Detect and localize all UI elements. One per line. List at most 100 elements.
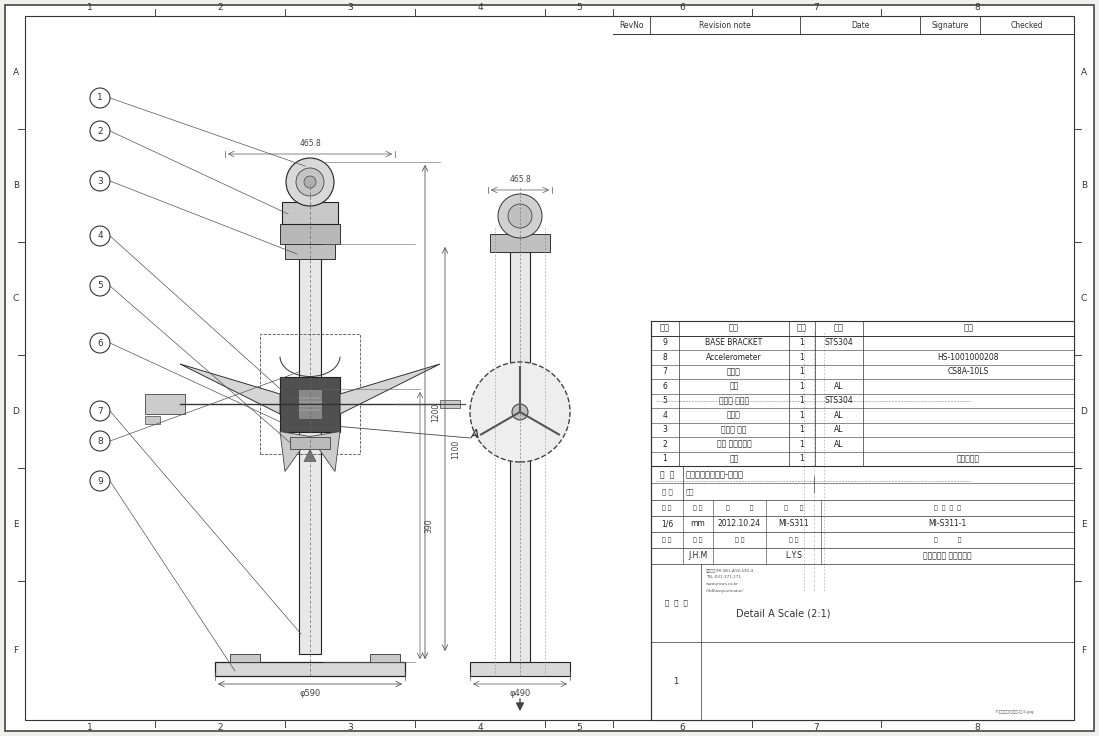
Text: Detail A Scale (2:1): Detail A Scale (2:1) [736, 608, 831, 618]
Bar [510, 252, 530, 662]
Text: AL: AL [834, 425, 844, 434]
Text: 2: 2 [218, 4, 223, 13]
Text: 1: 1 [800, 439, 804, 449]
Text: 7: 7 [813, 4, 820, 13]
Polygon shape [835, 481, 951, 586]
Text: 3: 3 [97, 177, 103, 185]
Text: 7: 7 [663, 367, 667, 376]
Text: 8: 8 [975, 723, 980, 732]
Text: 재질: 재질 [834, 324, 844, 333]
Text: 6: 6 [679, 4, 686, 13]
Text: 1: 1 [674, 676, 678, 685]
Text: 제품번호:MI-SB1-A18-430-4: 제품번호:MI-SB1-A18-430-4 [706, 568, 754, 572]
Bar [299, 244, 321, 654]
Text: 인하대학교 조선공학과: 인하대학교 조선공학과 [923, 551, 972, 561]
Polygon shape [180, 364, 280, 414]
Circle shape [90, 88, 110, 108]
Text: Accelerometer: Accelerometer [707, 353, 762, 362]
Text: 로드셀 브라켓: 로드셀 브라켓 [719, 396, 750, 406]
Text: STS304: STS304 [824, 396, 854, 406]
Text: 5: 5 [663, 396, 667, 406]
Text: φ590: φ590 [299, 690, 321, 698]
Text: 1100: 1100 [451, 439, 460, 459]
Text: 2012.10.24: 2012.10.24 [718, 520, 762, 528]
Text: 1/6: 1/6 [660, 520, 673, 528]
Text: Checked: Checked [1011, 21, 1043, 29]
Text: 1: 1 [800, 454, 804, 463]
Circle shape [90, 401, 110, 421]
Circle shape [512, 404, 528, 420]
Text: E: E [1081, 520, 1087, 529]
Text: 2: 2 [218, 723, 223, 732]
Text: 새라: 새라 [686, 488, 695, 495]
Text: 1: 1 [87, 4, 93, 13]
Circle shape [470, 362, 570, 462]
Text: 4: 4 [477, 4, 482, 13]
Text: Signature: Signature [931, 21, 968, 29]
Circle shape [90, 471, 110, 491]
Circle shape [296, 168, 324, 196]
Text: 1: 1 [97, 93, 103, 102]
Text: 품번: 품번 [660, 324, 670, 333]
Bar [778, 401, 848, 481]
Text: 9: 9 [97, 476, 103, 486]
Text: 단 위: 단 위 [693, 505, 702, 511]
Text: 8: 8 [975, 4, 980, 13]
Text: TEL:031-371-171: TEL:031-371-171 [706, 575, 741, 579]
Text: F: F [1081, 646, 1087, 655]
Text: 재          흥: 재 흥 [934, 537, 962, 542]
Bar [370, 654, 400, 662]
Text: 2: 2 [663, 439, 667, 449]
Bar [285, 244, 335, 259]
Text: D: D [1080, 407, 1087, 416]
Text: A: A [470, 428, 479, 441]
Text: 1: 1 [800, 411, 804, 420]
Text: MI-S311: MI-S311 [778, 520, 809, 528]
Bar [490, 234, 550, 252]
Circle shape [90, 226, 110, 246]
Text: B: B [13, 181, 19, 190]
Bar [470, 662, 570, 676]
Text: 모형: 모형 [730, 382, 739, 391]
Text: 8: 8 [97, 436, 103, 445]
Bar [440, 400, 460, 408]
Text: 도  면  번  호: 도 면 번 호 [934, 505, 961, 511]
Text: Date: Date [851, 21, 869, 29]
Text: 1200: 1200 [431, 403, 440, 422]
Text: 465.8: 465.8 [509, 175, 531, 184]
Circle shape [810, 492, 818, 500]
Bar [230, 654, 260, 662]
Bar [215, 662, 406, 676]
Text: r'4d6asquureuaun': r'4d6asquureuaun' [706, 589, 745, 593]
Text: 1: 1 [800, 339, 804, 347]
Bar [656, 326, 972, 596]
Bar [145, 416, 160, 424]
Text: AL: AL [834, 411, 844, 420]
Text: 검 도: 검 도 [735, 537, 744, 542]
Text: RevNo: RevNo [619, 21, 644, 29]
Text: 6: 6 [679, 723, 686, 732]
Text: 8: 8 [663, 353, 667, 362]
Circle shape [304, 176, 317, 188]
Text: 승 인: 승 인 [789, 537, 798, 542]
Text: 390: 390 [424, 518, 433, 533]
Text: 1: 1 [87, 723, 93, 732]
Text: AL: AL [834, 439, 844, 449]
Circle shape [90, 333, 110, 353]
Text: 조류수자시험장치-조립도: 조류수자시험장치-조립도 [686, 470, 744, 479]
Text: 도  명: 도 명 [659, 470, 675, 479]
Text: 일          지: 일 지 [725, 505, 753, 511]
Text: F: F [13, 646, 19, 655]
Text: ↑\경영인증\최석규-제-5.jpg: ↑\경영인증\최석규-제-5.jpg [993, 710, 1033, 714]
Text: 5: 5 [576, 723, 581, 732]
Text: 품명: 품명 [729, 324, 739, 333]
Text: 제 도: 제 도 [663, 537, 671, 542]
Text: B: B [1081, 181, 1087, 190]
Text: 1: 1 [800, 353, 804, 362]
Text: L.Y.S: L.Y.S [785, 551, 802, 561]
Text: 7: 7 [813, 723, 820, 732]
Text: 1: 1 [663, 454, 667, 463]
Bar [280, 224, 340, 244]
Text: 척 도: 척 도 [663, 505, 671, 511]
Text: STS304: STS304 [824, 339, 854, 347]
